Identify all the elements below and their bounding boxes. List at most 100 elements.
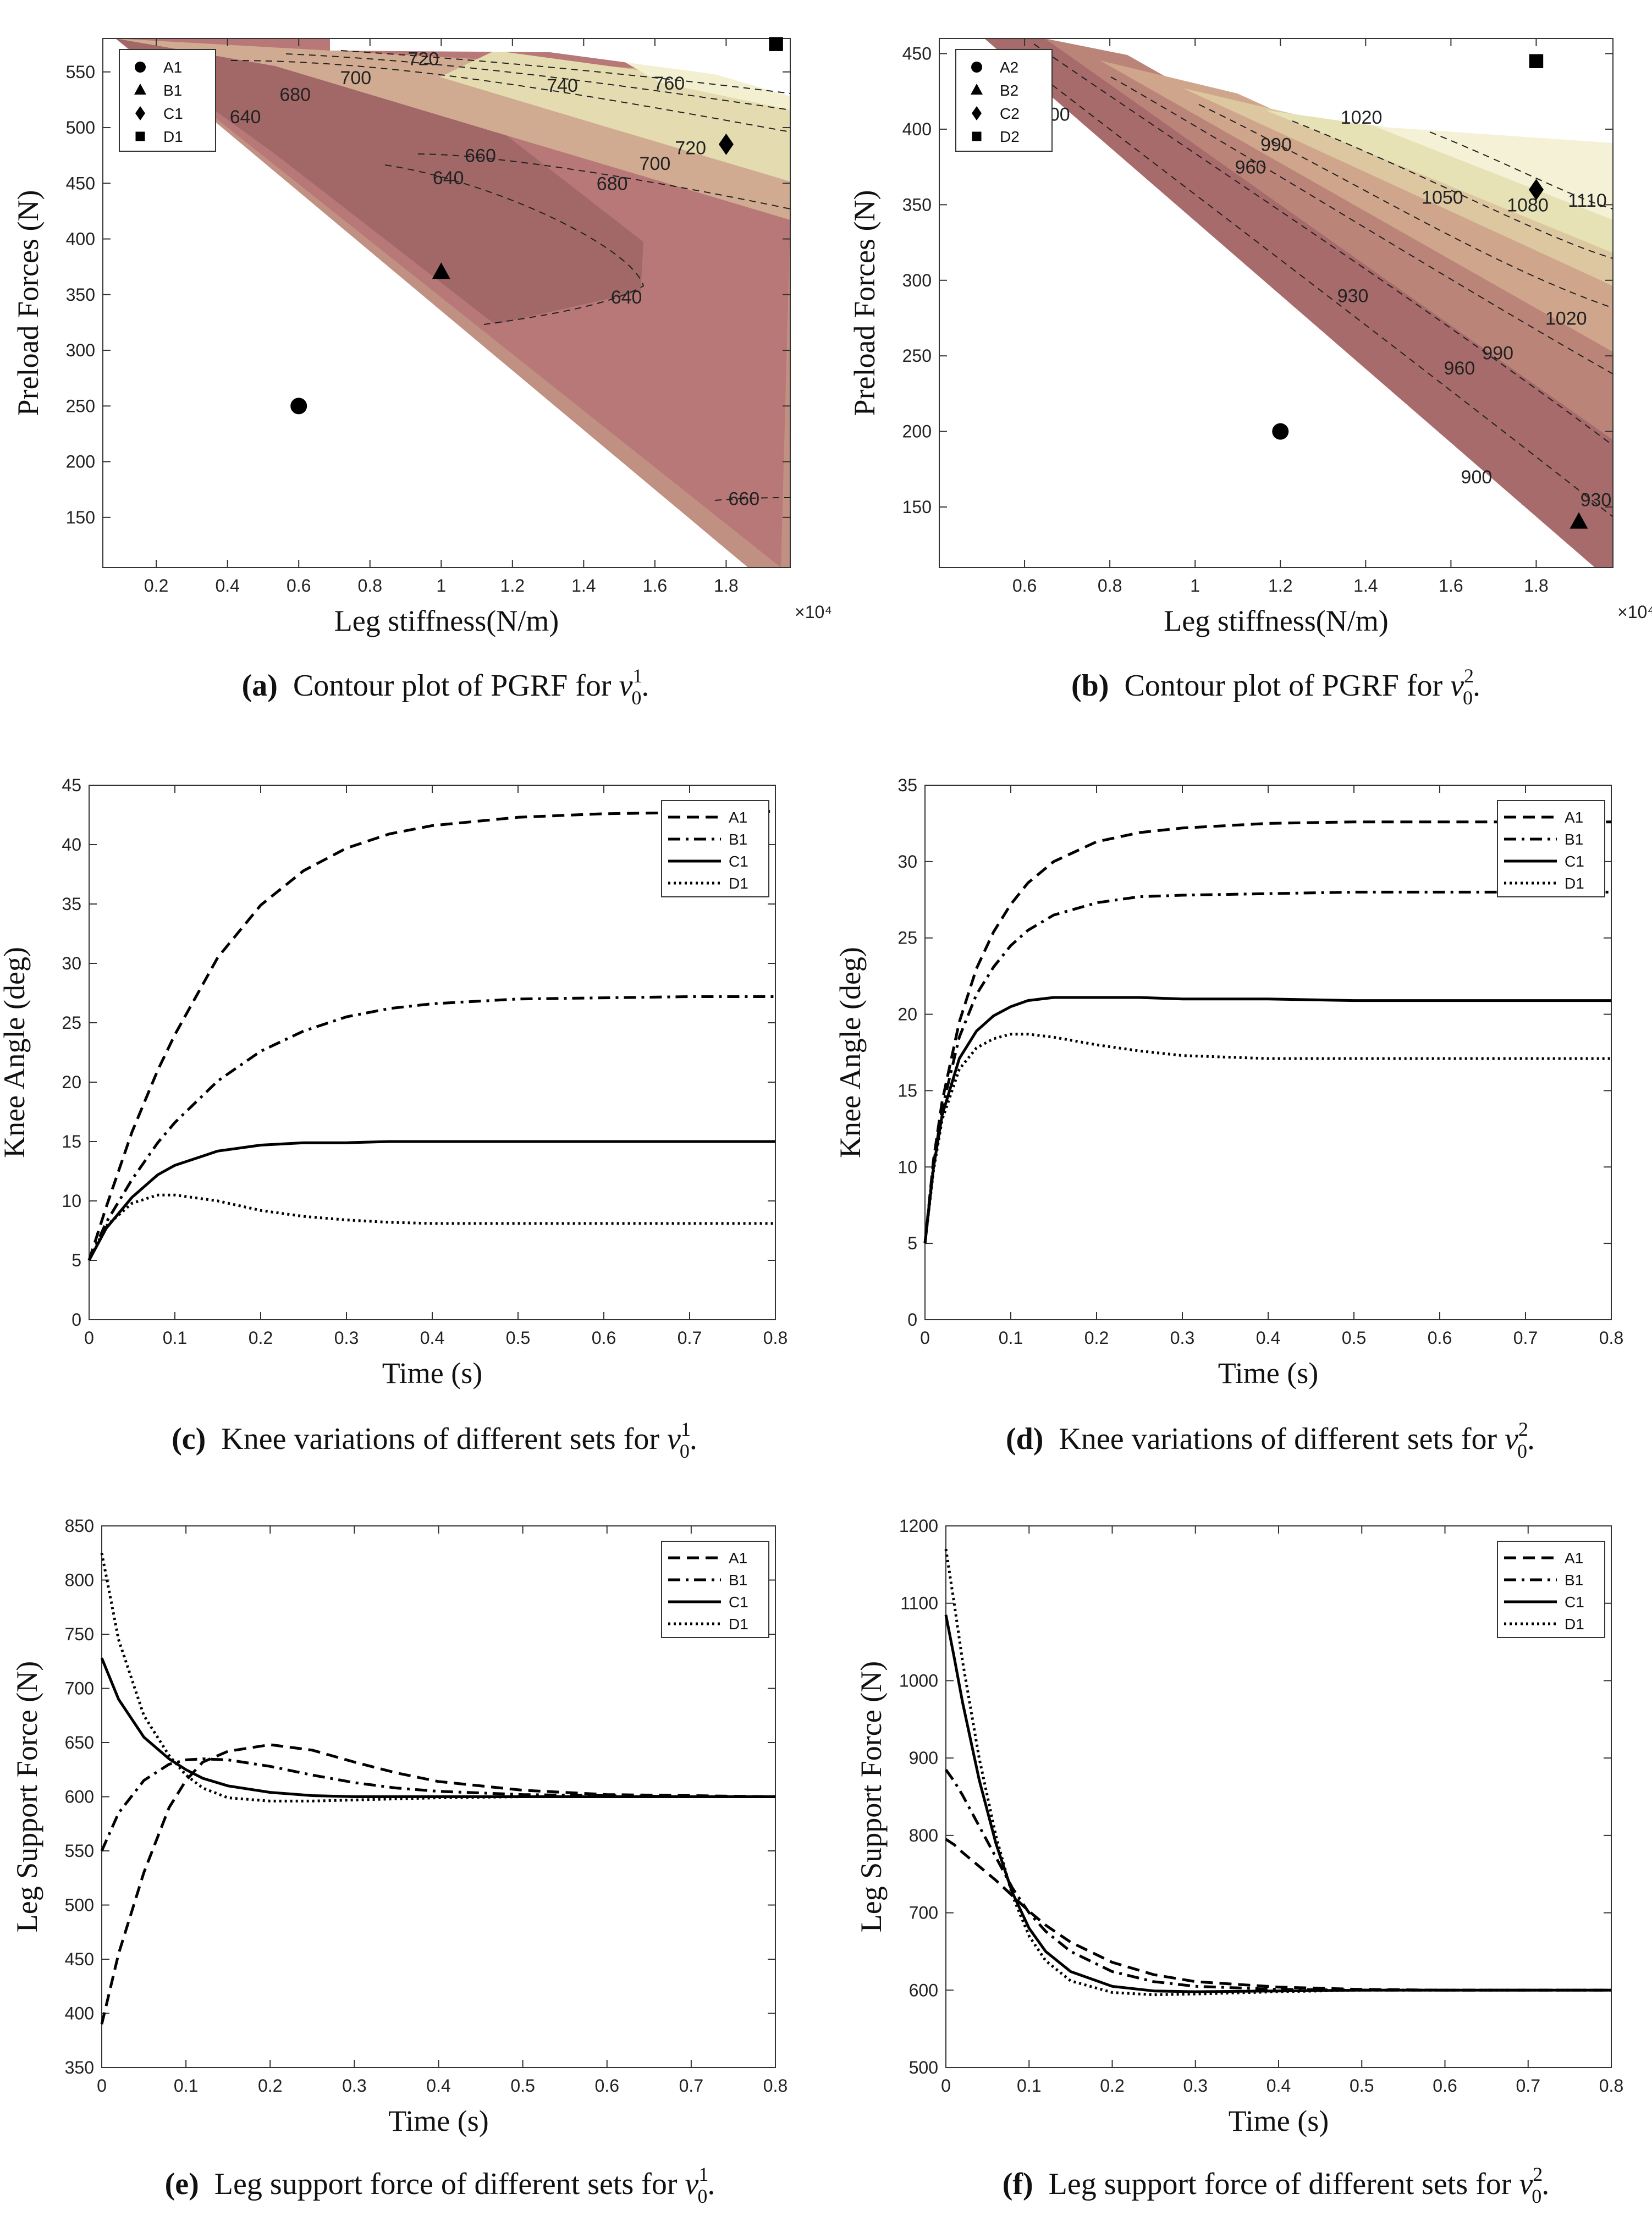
caption-e: (e) Leg support force of different sets … [165,2163,715,2207]
panel-b-region-base [984,38,1613,567]
legend-marker-b2-marker [971,84,983,95]
caption-period: . [1473,669,1480,703]
contour-label: 900 [1461,467,1493,488]
panel-a-isoline [384,164,645,325]
series-line-b1 [923,890,1611,1244]
x-tick-label: 1.4 [1353,576,1378,596]
x-tick-label: 1.8 [714,576,738,596]
legend-label: B1 [729,1572,747,1589]
caption-a: (a) Contour plot of PGRF for v1 0. [242,665,649,709]
panel-a-isoline [285,53,791,111]
x-tick-label: 0.2 [249,1328,273,1348]
legend-label: D1 [163,128,183,145]
x-tick-label: 0.4 [426,2076,450,2096]
y-tick-label: 250 [902,346,932,366]
series-line-d1 [923,1033,1611,1244]
y-tick-label: 450 [902,43,932,63]
caption-label: (d) [1006,1422,1043,1456]
point-a2-marker [1272,423,1289,440]
caption-c: (c) Knee variations of different sets fo… [172,1418,697,1462]
caption-period: . [641,669,649,703]
x-tick-label: 0.2 [258,2076,282,2096]
x-tick-label: 0.7 [679,2076,703,2096]
y-axis-label: Preload Forces (N) [848,190,881,416]
caption-d: (d) Knee variations of different sets fo… [1006,1418,1535,1462]
legend-label: D1 [1565,875,1584,892]
legend-label: B1 [1565,1572,1583,1589]
x-tick-label: 0.6 [1433,2076,1457,2096]
x-tick-label: 0 [920,1328,930,1348]
legend-label: D1 [729,875,748,892]
contour-label: 990 [1482,343,1513,364]
panel-a-region-dark [115,38,643,324]
y-tick-label: 700 [65,1679,94,1699]
x-tick-label: 0.3 [334,1328,359,1348]
legend-box [119,49,216,152]
legend-marker-a2-marker [971,62,982,73]
legend-marker-a1-marker [135,62,146,73]
series-line-b1 [87,995,775,1261]
panel-a-contour [103,38,791,567]
series-line-a1 [923,820,1611,1244]
caption-var: v [619,669,633,703]
y-tick-label: 25 [62,1013,81,1033]
panel-b-isoline [1429,131,1614,210]
y-tick-label: 850 [65,1516,94,1536]
x-tick-label: 0.8 [1599,2076,1623,2096]
contour-label: 700 [340,68,371,89]
y-axis-label: Leg Support Force (N) [10,1661,43,1932]
panel-b-isoline [1110,76,1614,374]
caption-label: (c) [172,1422,206,1456]
caption-text: Contour plot of PGRF for [1109,669,1450,703]
x-tick-label: 0.3 [342,2076,366,2096]
y-tick-label: 650 [65,1733,94,1752]
caption-sub: 0 [1532,2185,1541,2207]
panel-b-isoline [1033,43,1614,446]
y-tick-label: 800 [909,1826,938,1845]
contour-label: 1050 [1422,188,1463,208]
caption-period: . [707,2167,715,2201]
caption-text: Knee variations of different sets for [206,1422,667,1456]
y-axis-label: Knee Angle (deg) [0,947,31,1158]
legend-marker-c2-marker [972,106,982,120]
contour-label: 740 [547,75,578,96]
legend-box [1497,800,1605,897]
caption-sub: 0 [680,1440,690,1462]
contour-label: 720 [408,48,439,69]
x-tick-label: 0.6 [287,576,311,596]
x-axis-label: Leg stiffness(N/m) [334,604,559,637]
panel-b-region-3 [1100,60,1613,352]
series-line-a1 [945,1838,1611,1992]
caption-sup: 2 [1518,1418,1528,1440]
legend-label: B1 [163,82,182,99]
panel-a-fill [103,38,790,567]
panel-b-fill [984,38,1613,567]
x-exponent: ×10⁴ [795,602,832,622]
x-tick-label: 0.5 [1342,1328,1366,1348]
point-c1-marker [718,133,734,155]
legend-box [661,800,769,897]
contour-label: 640 [611,287,642,308]
y-tick-label: 30 [62,953,81,973]
x-axis-label: Time (s) [1229,2104,1329,2137]
x-tick-label: 0.1 [1017,2076,1041,2096]
legend-label: C1 [729,853,748,870]
caption-b: (b) Contour plot of PGRF for v2 0. [1071,665,1480,709]
caption-label: (e) [165,2167,199,2201]
caption-label: (b) [1071,669,1109,703]
contour-label: 660 [465,146,496,167]
panel-a-region-mid [115,38,790,567]
y-tick-label: 550 [66,62,95,82]
x-tick-label: 1.8 [1524,576,1548,596]
contour-label: 1110 [1568,190,1607,211]
chart-e: 0 0.1 0.2 0.3 0.4 0.5 0.6 0.7 0.8 350 400 450 500 550… [10,1516,788,2207]
caption-sub: 0 [1517,1440,1527,1462]
y-tick-label: 500 [909,2058,938,2077]
y-tick-label: 1000 [899,1671,938,1690]
legend-label: C1 [1565,853,1584,870]
y-tick-label: 10 [62,1191,81,1211]
caption-label: (a) [242,669,278,703]
x-tick-label: 1.4 [571,576,596,596]
legend-label: A1 [163,59,182,76]
y-tick-label: 350 [66,285,95,305]
